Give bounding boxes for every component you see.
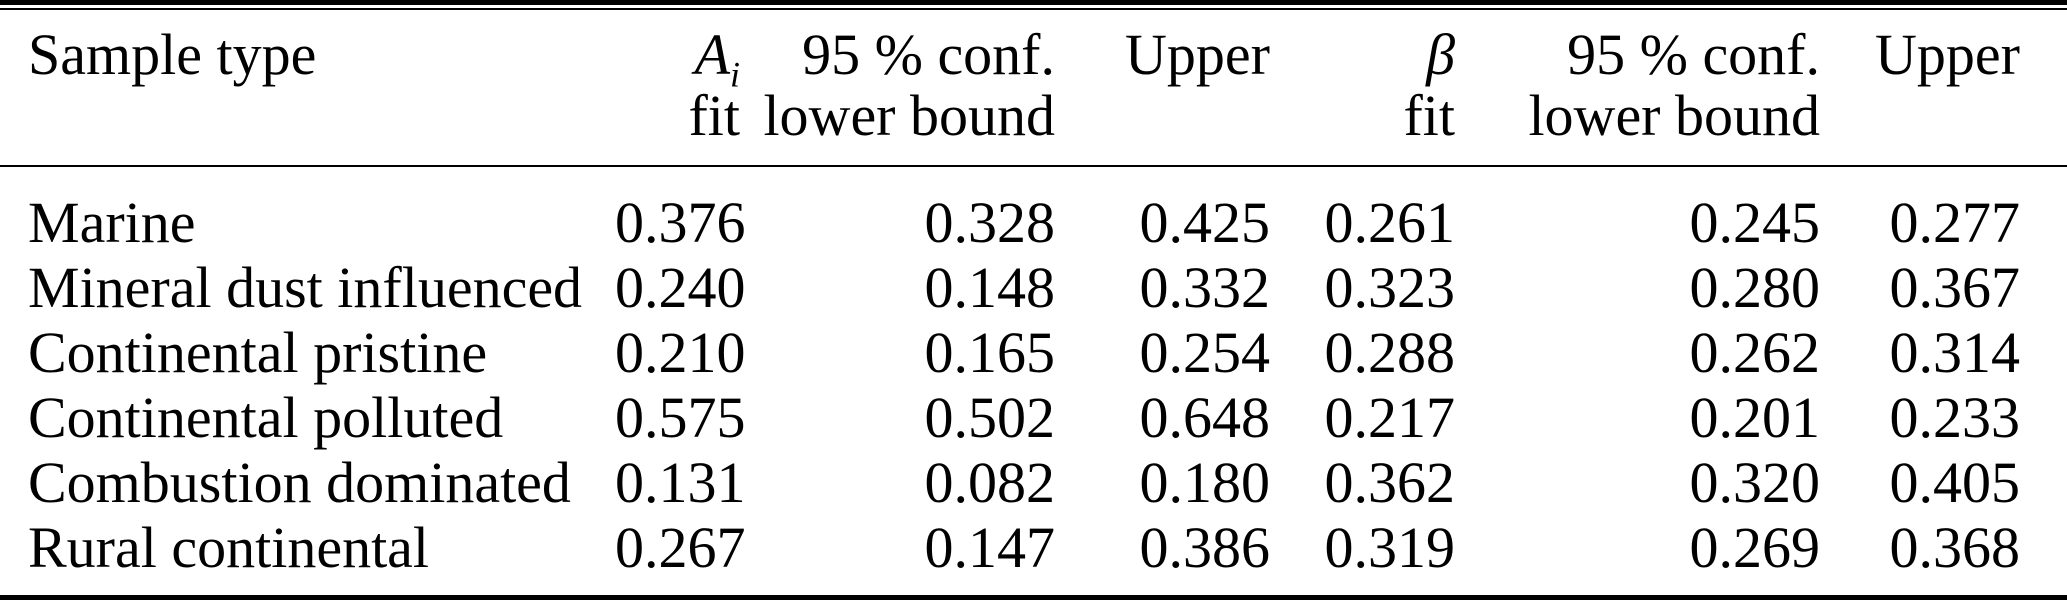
cell-sample-type: Continental pristine <box>28 320 488 385</box>
cell-value: 0.319 <box>1324 515 1456 580</box>
cell-value: 0.320 <box>1689 450 1821 515</box>
column-header-beta-fit: β fit <box>1270 10 1455 167</box>
column-header-sample-type: Sample type <box>0 10 615 167</box>
header-text: 95 % conf. <box>802 22 1055 87</box>
cell-sample-type: Continental polluted <box>28 385 504 450</box>
cell-value: 0.362 <box>1324 450 1456 515</box>
header-text: fit <box>688 83 740 148</box>
table-row: Marine 0.376 0.328 0.425 0.261 0.245 0.277 <box>0 166 2067 255</box>
header-text: Ai <box>615 22 740 93</box>
table-top-rule-gap <box>0 5 2067 8</box>
cell-sample-type: Mineral dust influenced <box>28 255 583 320</box>
header-text: 95 % conf. <box>1567 22 1820 87</box>
cell-value: 0.267 <box>615 515 746 580</box>
cell-value: 0.376 <box>615 190 746 255</box>
table-bottom-rule <box>0 595 2067 600</box>
cell-value: 0.180 <box>1139 450 1271 515</box>
cell-value: 0.288 <box>1324 320 1456 385</box>
table-top-rule-thick <box>0 0 2067 5</box>
column-header-a-upper: Upper <box>1055 10 1270 167</box>
table-row: Continental polluted 0.575 0.502 0.648 0.217… <box>0 385 2067 450</box>
cell-value: 0.261 <box>1324 190 1456 255</box>
fit-parameters-table: Sample type Ai fit 95 % conf. lower boun… <box>0 10 2067 595</box>
column-header-beta-conf-lower: 95 % conf. lower bound <box>1455 10 1820 167</box>
cell-value: 0.277 <box>1889 190 2021 255</box>
header-text: Upper <box>1875 22 2020 87</box>
table-body: Marine 0.376 0.328 0.425 0.261 0.245 0.277 Mine… <box>0 166 2067 595</box>
cell-value: 0.502 <box>924 385 1056 450</box>
header-text: β <box>1270 24 1455 85</box>
cell-value: 0.148 <box>924 255 1056 320</box>
cell-value: 0.367 <box>1889 255 2021 320</box>
cell-value: 0.405 <box>1889 450 2021 515</box>
cell-value: 0.210 <box>615 320 746 385</box>
header-row: Sample type Ai fit 95 % conf. lower boun… <box>0 10 2067 167</box>
table-header: Sample type Ai fit 95 % conf. lower boun… <box>0 10 2067 167</box>
cell-sample-type: Combustion dominated <box>28 450 571 515</box>
cell-value: 0.131 <box>615 450 746 515</box>
cell-value: 0.245 <box>1689 190 1821 255</box>
cell-value: 0.368 <box>1889 515 2021 580</box>
column-header-beta-upper: Upper <box>1820 10 2067 167</box>
math-subscript-i: i <box>730 54 740 95</box>
cell-value: 0.165 <box>924 320 1056 385</box>
cell-value: 0.217 <box>1324 385 1456 450</box>
cell-value: 0.254 <box>1139 320 1271 385</box>
table-top-rule-thin <box>0 8 2067 10</box>
cell-value: 0.386 <box>1139 515 1271 580</box>
cell-value: 0.082 <box>924 450 1056 515</box>
table-row: Rural continental 0.267 0.147 0.386 0.319 0.2… <box>0 515 2067 595</box>
cell-value: 0.269 <box>1689 515 1821 580</box>
cell-value: 0.328 <box>924 190 1056 255</box>
header-text: Upper <box>1125 22 1270 87</box>
cell-value: 0.425 <box>1139 190 1271 255</box>
math-symbol-a: A <box>694 22 730 87</box>
cell-value: 0.201 <box>1689 385 1821 450</box>
cell-value: 0.240 <box>615 255 746 320</box>
cell-sample-type: Rural continental <box>28 515 430 580</box>
table-row: Continental pristine 0.210 0.165 0.254 0.288… <box>0 320 2067 385</box>
cell-value: 0.233 <box>1889 385 2021 450</box>
cell-value: 0.332 <box>1139 255 1271 320</box>
math-symbol-beta: β <box>1426 22 1455 87</box>
cell-value: 0.262 <box>1689 320 1821 385</box>
cell-value: 0.323 <box>1324 255 1456 320</box>
cell-value: 0.648 <box>1139 385 1271 450</box>
column-header-a-fit: Ai fit <box>615 10 740 167</box>
cell-value: 0.147 <box>924 515 1056 580</box>
header-text: Sample type <box>28 22 317 87</box>
header-text: fit <box>1403 83 1455 148</box>
cell-value: 0.280 <box>1689 255 1821 320</box>
header-text: lower bound <box>763 83 1055 148</box>
column-header-a-conf-lower: 95 % conf. lower bound <box>740 10 1055 167</box>
header-text: lower bound <box>1528 83 1820 148</box>
table-row: Combustion dominated 0.131 0.082 0.180 0.362… <box>0 450 2067 515</box>
cell-value: 0.575 <box>615 385 746 450</box>
table-row: Mineral dust influenced 0.240 0.148 0.332 0.… <box>0 255 2067 320</box>
cell-sample-type: Marine <box>28 190 196 255</box>
cell-value: 0.314 <box>1889 320 2021 385</box>
